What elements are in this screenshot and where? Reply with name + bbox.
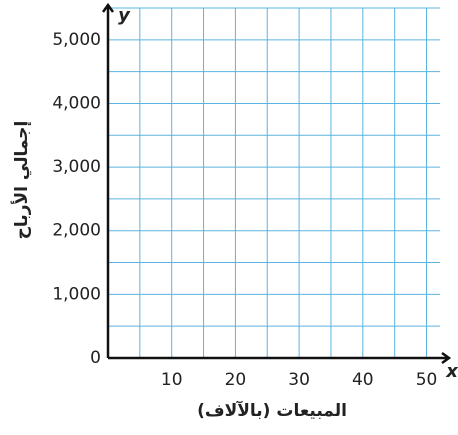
x-axis — [108, 351, 452, 365]
x-tick-label: 10 — [161, 370, 183, 390]
y-tick-label: 0 — [90, 348, 101, 368]
x-tick-label: 50 — [416, 370, 438, 390]
x-tick-label: 20 — [225, 370, 247, 390]
x-tick-label: 40 — [352, 370, 374, 390]
y-tick-label: 5,000 — [52, 30, 101, 50]
y-axis — [101, 2, 115, 358]
y-symbol: y — [118, 5, 131, 26]
y-axis-label: إجمالي الأرباح — [11, 121, 32, 240]
x-axis-label: المبيعات (بالآلاف) — [197, 400, 347, 421]
x-symbol: x — [445, 361, 458, 382]
x-tick-label: 30 — [288, 370, 310, 390]
y-tick-label: 2,000 — [52, 221, 101, 241]
y-tick-label: 4,000 — [52, 93, 101, 113]
y-tick-label: 3,000 — [52, 157, 101, 177]
y-tick-label: 1,000 — [52, 284, 101, 304]
